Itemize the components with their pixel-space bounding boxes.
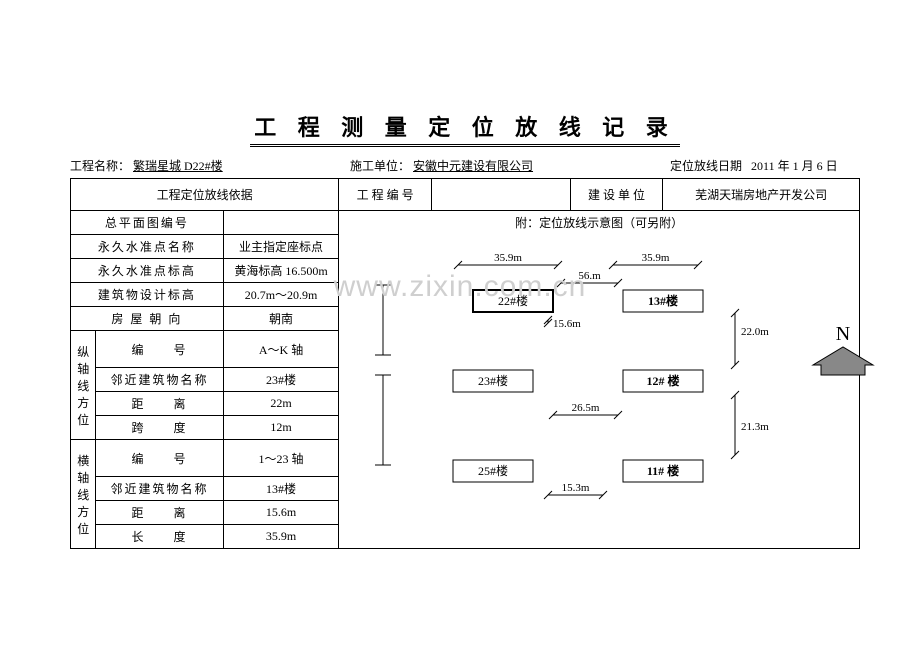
svg-text:23#楼: 23#楼 xyxy=(478,373,508,388)
r1k: 总平面图编号 xyxy=(71,211,224,235)
project-value: 繁瑞星城 D22#楼 xyxy=(133,159,223,173)
svg-text:35.9m: 35.9m xyxy=(494,252,522,264)
vg-r0k: 编 号 xyxy=(96,331,223,368)
r1v xyxy=(223,211,339,235)
r2k: 永久水准点名称 xyxy=(71,235,224,259)
vert-axis-label: 纵轴线方位 xyxy=(71,331,96,440)
svg-text:15.3m: 15.3m xyxy=(562,482,590,494)
vg-r0v: A～K 轴 xyxy=(223,331,339,368)
r2v: 业主指定座标点 xyxy=(223,235,339,259)
diagram-note: 附：定位放线示意图（可另附） xyxy=(343,214,855,231)
vg-r1v: 23#楼 xyxy=(223,368,339,392)
svg-text:21.3m: 21.3m xyxy=(741,421,769,433)
r4k: 建筑物设计标高 xyxy=(71,283,224,307)
diagram-cell: 附：定位放线示意图（可另附） 22#楼 13#楼 23#楼 12# 楼 25#楼 11# … xyxy=(339,211,860,549)
page-content: 工 程 测 量 定 位 放 线 记 录 工程名称： 繁瑞星城 D22#楼 施工单… xyxy=(70,110,860,549)
vg-r1k: 邻近建筑物名称 xyxy=(96,368,223,392)
hg-r0k: 编 号 xyxy=(96,440,223,477)
hg-r2v: 15.6m xyxy=(223,501,339,525)
vg-r2v: 22m xyxy=(223,392,339,416)
hdr-projno-label: 工 程 编 号 xyxy=(339,179,432,211)
svg-text:25#楼: 25#楼 xyxy=(478,463,508,478)
hg-r3v: 35.9m xyxy=(223,525,339,549)
hg-r1v: 13#楼 xyxy=(223,477,339,501)
date-label: 定位放线日期 xyxy=(670,159,742,173)
horz-axis-label: 横轴线方位 xyxy=(71,440,96,549)
svg-text:N: N xyxy=(836,323,850,345)
vg-r3k: 跨 度 xyxy=(96,416,223,440)
diagram-svg: 22#楼 13#楼 23#楼 12# 楼 25#楼 11# 楼 35.9m 35.9m 56.m… xyxy=(343,235,888,535)
hg-r1k: 邻近建筑物名称 xyxy=(96,477,223,501)
contractor-label: 施工单位： xyxy=(350,159,410,173)
r3k: 永久水准点标高 xyxy=(71,259,224,283)
contractor-value: 安徽中元建设有限公司 xyxy=(413,159,533,173)
hdr-owner-value: 芜湖天瑞房地产开发公司 xyxy=(663,179,860,211)
svg-text:15.6m: 15.6m xyxy=(553,318,581,330)
svg-text:26.5m: 26.5m xyxy=(572,402,600,414)
page-title: 工 程 测 量 定 位 放 线 记 录 xyxy=(250,110,680,147)
svg-text:12# 楼: 12# 楼 xyxy=(647,373,680,388)
hdr-projno-value xyxy=(431,179,570,211)
hg-r0v: 1～23 轴 xyxy=(223,440,339,477)
svg-text:22.0m: 22.0m xyxy=(741,326,769,338)
svg-text:35.9m: 35.9m xyxy=(642,252,670,264)
meta-row: 工程名称： 繁瑞星城 D22#楼 施工单位： 安徽中元建设有限公司 定位放线日期… xyxy=(70,157,860,174)
vg-r2k: 距 离 xyxy=(96,392,223,416)
r5v: 朝南 xyxy=(223,307,339,331)
hdr-basis: 工程定位放线依据 xyxy=(71,179,339,211)
main-table: 工程定位放线依据 工 程 编 号 建 设 单 位 芜湖天瑞房地产开发公司 总平面… xyxy=(70,178,860,549)
hg-r2k: 距 离 xyxy=(96,501,223,525)
svg-text:56.m: 56.m xyxy=(579,270,602,282)
r4v: 20.7m～20.9m xyxy=(223,283,339,307)
r3v: 黄海标高 16.500m xyxy=(223,259,339,283)
svg-text:13#楼: 13#楼 xyxy=(648,293,678,308)
project-label: 工程名称： xyxy=(70,159,130,173)
svg-text:11# 楼: 11# 楼 xyxy=(647,463,679,478)
vg-r3v: 12m xyxy=(223,416,339,440)
r5k: 房 屋 朝 向 xyxy=(71,307,224,331)
svg-text:22#楼: 22#楼 xyxy=(498,293,528,308)
date-value: 2011 年 1 月 6 日 xyxy=(751,159,838,173)
hdr-owner-label: 建 设 单 位 xyxy=(570,179,663,211)
hg-r3k: 长 度 xyxy=(96,525,223,549)
